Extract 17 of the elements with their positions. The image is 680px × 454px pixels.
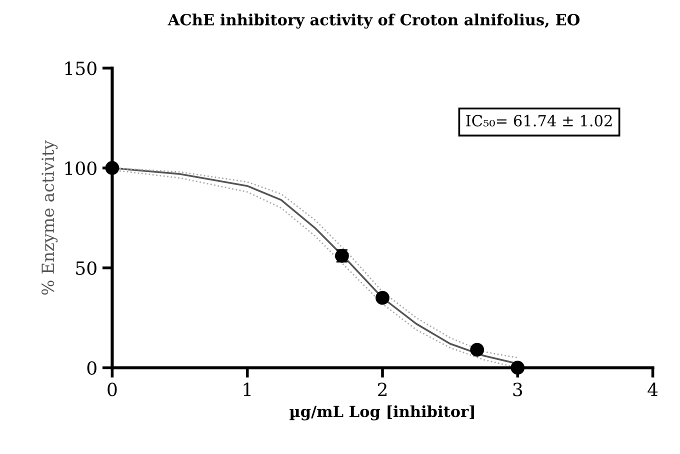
y-tick-label: 100 [65,161,96,176]
y-axis-title: % Enzyme activity [42,140,58,295]
x-tick-label: 1 [244,382,251,396]
x-tick-label: 4 [648,382,658,396]
x-axis-title: µg/mL Log [inhibitor] [290,405,474,420]
point [470,342,484,357]
x-tick-label: 0 [108,382,117,396]
chart-title: AChE inhibitory activity of Croton alnifolius, EO [168,14,580,29]
x-tick-label: 2 [378,382,386,396]
y-tick-label: 150 [65,62,96,76]
y-tick-label: 0 [87,361,96,375]
x-tick-label: 3 [513,382,522,396]
annotation: IC₅₀= 61.74 ± 1.02 [466,114,612,126]
point [376,290,390,305]
y-tick-label: 50 [76,261,96,275]
point [510,360,525,375]
point [105,161,120,175]
